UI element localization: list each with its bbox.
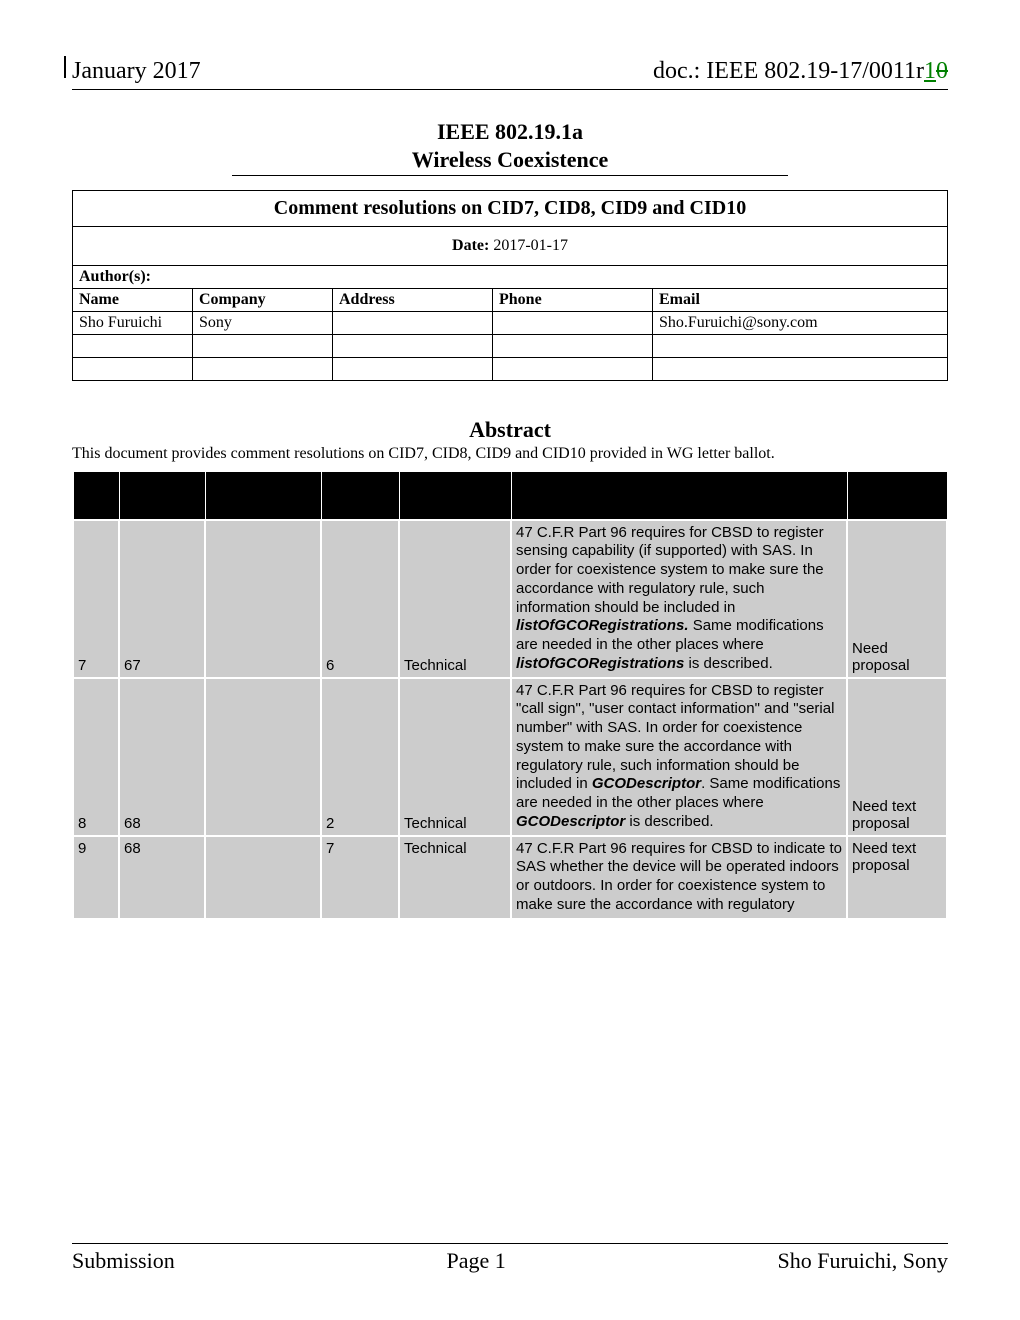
cell-line: 6 xyxy=(321,520,399,678)
cell-resolution: Need proposal xyxy=(847,520,947,678)
doc-title: Comment resolutions on CID7, CID8, CID9 … xyxy=(73,191,948,227)
th-comment xyxy=(511,472,847,520)
cell-cid: 7 xyxy=(73,520,119,678)
title-line2: Wireless Coexistence xyxy=(232,146,789,177)
empty-cell xyxy=(73,335,193,358)
author-phone xyxy=(493,312,653,335)
comments-header-row xyxy=(73,472,947,520)
cell-comment: 47 C.F.R Part 96 requires for CBSD to re… xyxy=(511,520,847,678)
cell-cid: 8 xyxy=(73,678,119,836)
empty-cell xyxy=(333,358,493,381)
col-address: Address xyxy=(333,289,493,312)
cell-cid: 9 xyxy=(73,836,119,919)
th-resolution xyxy=(847,472,947,520)
empty-cell xyxy=(653,335,948,358)
meta-table: Comment resolutions on CID7, CID8, CID9 … xyxy=(72,190,948,381)
title-block: IEEE 802.19.1a Wireless Coexistence xyxy=(72,118,948,176)
empty-cell xyxy=(193,335,333,358)
cell-category: Technical xyxy=(399,836,511,919)
cell-comment: 47 C.F.R Part 96 requires for CBSD to re… xyxy=(511,678,847,836)
title-line1: IEEE 802.19.1a xyxy=(72,118,948,146)
empty-cell xyxy=(193,358,333,381)
footer-center: Page 1 xyxy=(446,1248,505,1274)
cell-resolution: Need text proposal xyxy=(847,678,947,836)
date-label: Date: xyxy=(452,237,489,254)
empty-cell xyxy=(333,335,493,358)
empty-cell xyxy=(493,335,653,358)
th-cid xyxy=(73,472,119,520)
col-email: Email xyxy=(653,289,948,312)
rev-new: 1 xyxy=(924,58,936,84)
table-row: 767 6Technical47 C.F.R Part 96 requires f… xyxy=(73,520,947,678)
cell-sub xyxy=(205,520,321,678)
footer-left: Submission xyxy=(72,1248,175,1274)
cell-page: 68 xyxy=(119,836,205,919)
author-address xyxy=(333,312,493,335)
author-company: Sony xyxy=(193,312,333,335)
th-category xyxy=(399,472,511,520)
empty-cell xyxy=(493,358,653,381)
col-name: Name xyxy=(73,289,193,312)
cell-page: 68 xyxy=(119,678,205,836)
date-value: 2017-01-17 xyxy=(489,237,568,254)
comments-table: 7676Technical47 C.F.R Part 96 requires f… xyxy=(72,471,948,920)
table-row: 868 2Technical47 C.F.R Part 96 requires f… xyxy=(73,678,947,836)
col-company: Company xyxy=(193,289,333,312)
col-phone: Phone xyxy=(493,289,653,312)
cell-line: 2 xyxy=(321,678,399,836)
cell-category: Technical xyxy=(399,678,511,836)
doc-prefix: doc.: IEEE 802.19-17/0011r xyxy=(653,58,924,84)
cell-sub xyxy=(205,836,321,919)
cell-comment: 47 C.F.R Part 96 requires for CBSD to in… xyxy=(511,836,847,919)
cell-line: 7 xyxy=(321,836,399,919)
page-footer: Submission Page 1 Sho Furuichi, Sony xyxy=(72,1243,948,1274)
abstract-text: This document provides comment resolutio… xyxy=(72,445,948,463)
cell-sub xyxy=(205,678,321,836)
authors-label: Author(s): xyxy=(73,266,948,289)
author-name: Sho Furuichi xyxy=(73,312,193,335)
page-header: January 2017 doc.: IEEE 802.19-17/0011r1… xyxy=(72,58,948,90)
th-page xyxy=(119,472,205,520)
table-row: 968 7Technical47 C.F.R Part 96 requires f… xyxy=(73,836,947,919)
change-bar xyxy=(64,56,66,78)
th-sub xyxy=(205,472,321,520)
footer-right: Sho Furuichi, Sony xyxy=(777,1248,948,1274)
abstract-heading: Abstract xyxy=(72,417,948,443)
empty-cell xyxy=(73,358,193,381)
author-email: Sho.Furuichi@sony.com xyxy=(653,312,948,335)
header-date: January 2017 xyxy=(72,58,201,85)
doc-date: Date: 2017-01-17 xyxy=(73,227,948,266)
empty-cell xyxy=(653,358,948,381)
cell-resolution: Need text proposal xyxy=(847,836,947,919)
cell-category: Technical xyxy=(399,520,511,678)
th-line xyxy=(321,472,399,520)
cell-page: 67 xyxy=(119,520,205,678)
doc-number: doc.: IEEE 802.19-17/0011r10 xyxy=(653,58,948,85)
rev-old: 0 xyxy=(936,58,948,84)
